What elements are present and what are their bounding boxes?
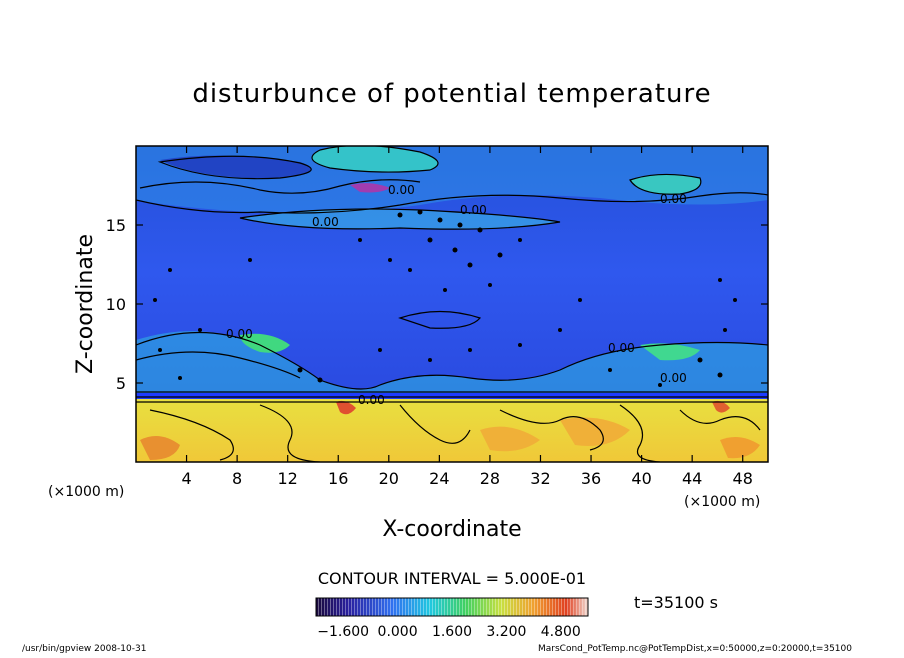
x-tick-label: 40: [631, 469, 651, 488]
x-tick-label: 20: [379, 469, 399, 488]
y-axis-label: Z-coordinate: [73, 234, 98, 374]
boundary-band: [136, 393, 768, 399]
interface-green-patch: [240, 333, 290, 353]
colorbar-frame: [315, 597, 589, 617]
x-tick-label: 32: [530, 469, 550, 488]
contour-blobs: [153, 209, 737, 387]
colorbar-label: 3.200: [486, 624, 526, 640]
x-tick-label: 36: [581, 469, 601, 488]
top-warm-patch: [312, 146, 438, 173]
y-tick-label: 10: [106, 295, 126, 314]
contour-label-group: 0.00 0.00 0.00 0.00 0.00 0.00 0.00 0.00: [226, 183, 687, 407]
x-tick-label: 4: [181, 469, 191, 488]
contour-label: 0.00: [608, 341, 635, 355]
footer-right: MarsCond_PotTemp.nc@PotTempDist,x=0:5000…: [538, 644, 852, 654]
contour-label: 0.00: [660, 371, 687, 385]
x-tick-label: 16: [328, 469, 348, 488]
colorbar-label: 1.600: [432, 624, 472, 640]
contour-label: 0.00: [660, 192, 687, 206]
x-tick-label: 12: [278, 469, 298, 488]
contour-label: 0.00: [312, 215, 339, 229]
y-tick-label: 15: [106, 216, 126, 235]
top-dark-band: [160, 155, 312, 179]
colorbar: −1.600 0.000 1.600 3.200 4.800: [315, 597, 589, 640]
lower-layer-fill: [136, 398, 768, 462]
chart-title: disturbunce of potential temperature: [192, 79, 711, 109]
warm-spot: [560, 417, 630, 446]
warm-spot: [140, 436, 180, 460]
colorbar-stripes: [316, 598, 588, 616]
y-axis: 5 10 15: [106, 216, 768, 393]
contour-label: 0.00: [388, 183, 415, 197]
y-tick-label: 5: [116, 374, 126, 393]
warm-spot: [720, 436, 760, 459]
x-unit-right: (×1000 m): [684, 494, 760, 510]
contour-label: 0.00: [226, 327, 253, 341]
warm-spot: [336, 400, 356, 415]
x-tick-label: 48: [733, 469, 753, 488]
interface-band: [136, 331, 768, 398]
plot-area: 0.00 0.00 0.00 0.00 0.00 0.00 0.00 0.00: [136, 146, 768, 462]
x-tick-label: 28: [480, 469, 500, 488]
contour-label: 0.00: [460, 203, 487, 217]
colorbar-label: 4.800: [541, 624, 581, 640]
footer-left: /usr/bin/gpview 2008-10-31: [22, 644, 146, 654]
top-warm-patch: [630, 174, 701, 195]
contour-interval-text: CONTOUR INTERVAL = 5.000E-01: [318, 569, 586, 588]
x-axis-label: X-coordinate: [382, 517, 521, 542]
x-tick-label: 44: [682, 469, 702, 488]
x-tick-label: 8: [232, 469, 242, 488]
contour-lines: [136, 146, 768, 462]
x-tick-label: 24: [429, 469, 449, 488]
contour-label: 0.00: [358, 393, 385, 407]
x-unit-left: (×1000 m): [48, 484, 124, 500]
interface-green-patch: [640, 343, 700, 361]
warm-spot: [712, 400, 730, 413]
colorbar-label: −1.600: [317, 624, 369, 640]
magenta-spot: [350, 183, 390, 193]
warm-spot: [480, 426, 540, 452]
colorbar-label: 0.000: [378, 624, 418, 640]
time-text: t=35100 s: [634, 593, 718, 612]
x-axis: 4 8 12 16 20 24 28 32 36 40 44 48: [181, 146, 753, 488]
